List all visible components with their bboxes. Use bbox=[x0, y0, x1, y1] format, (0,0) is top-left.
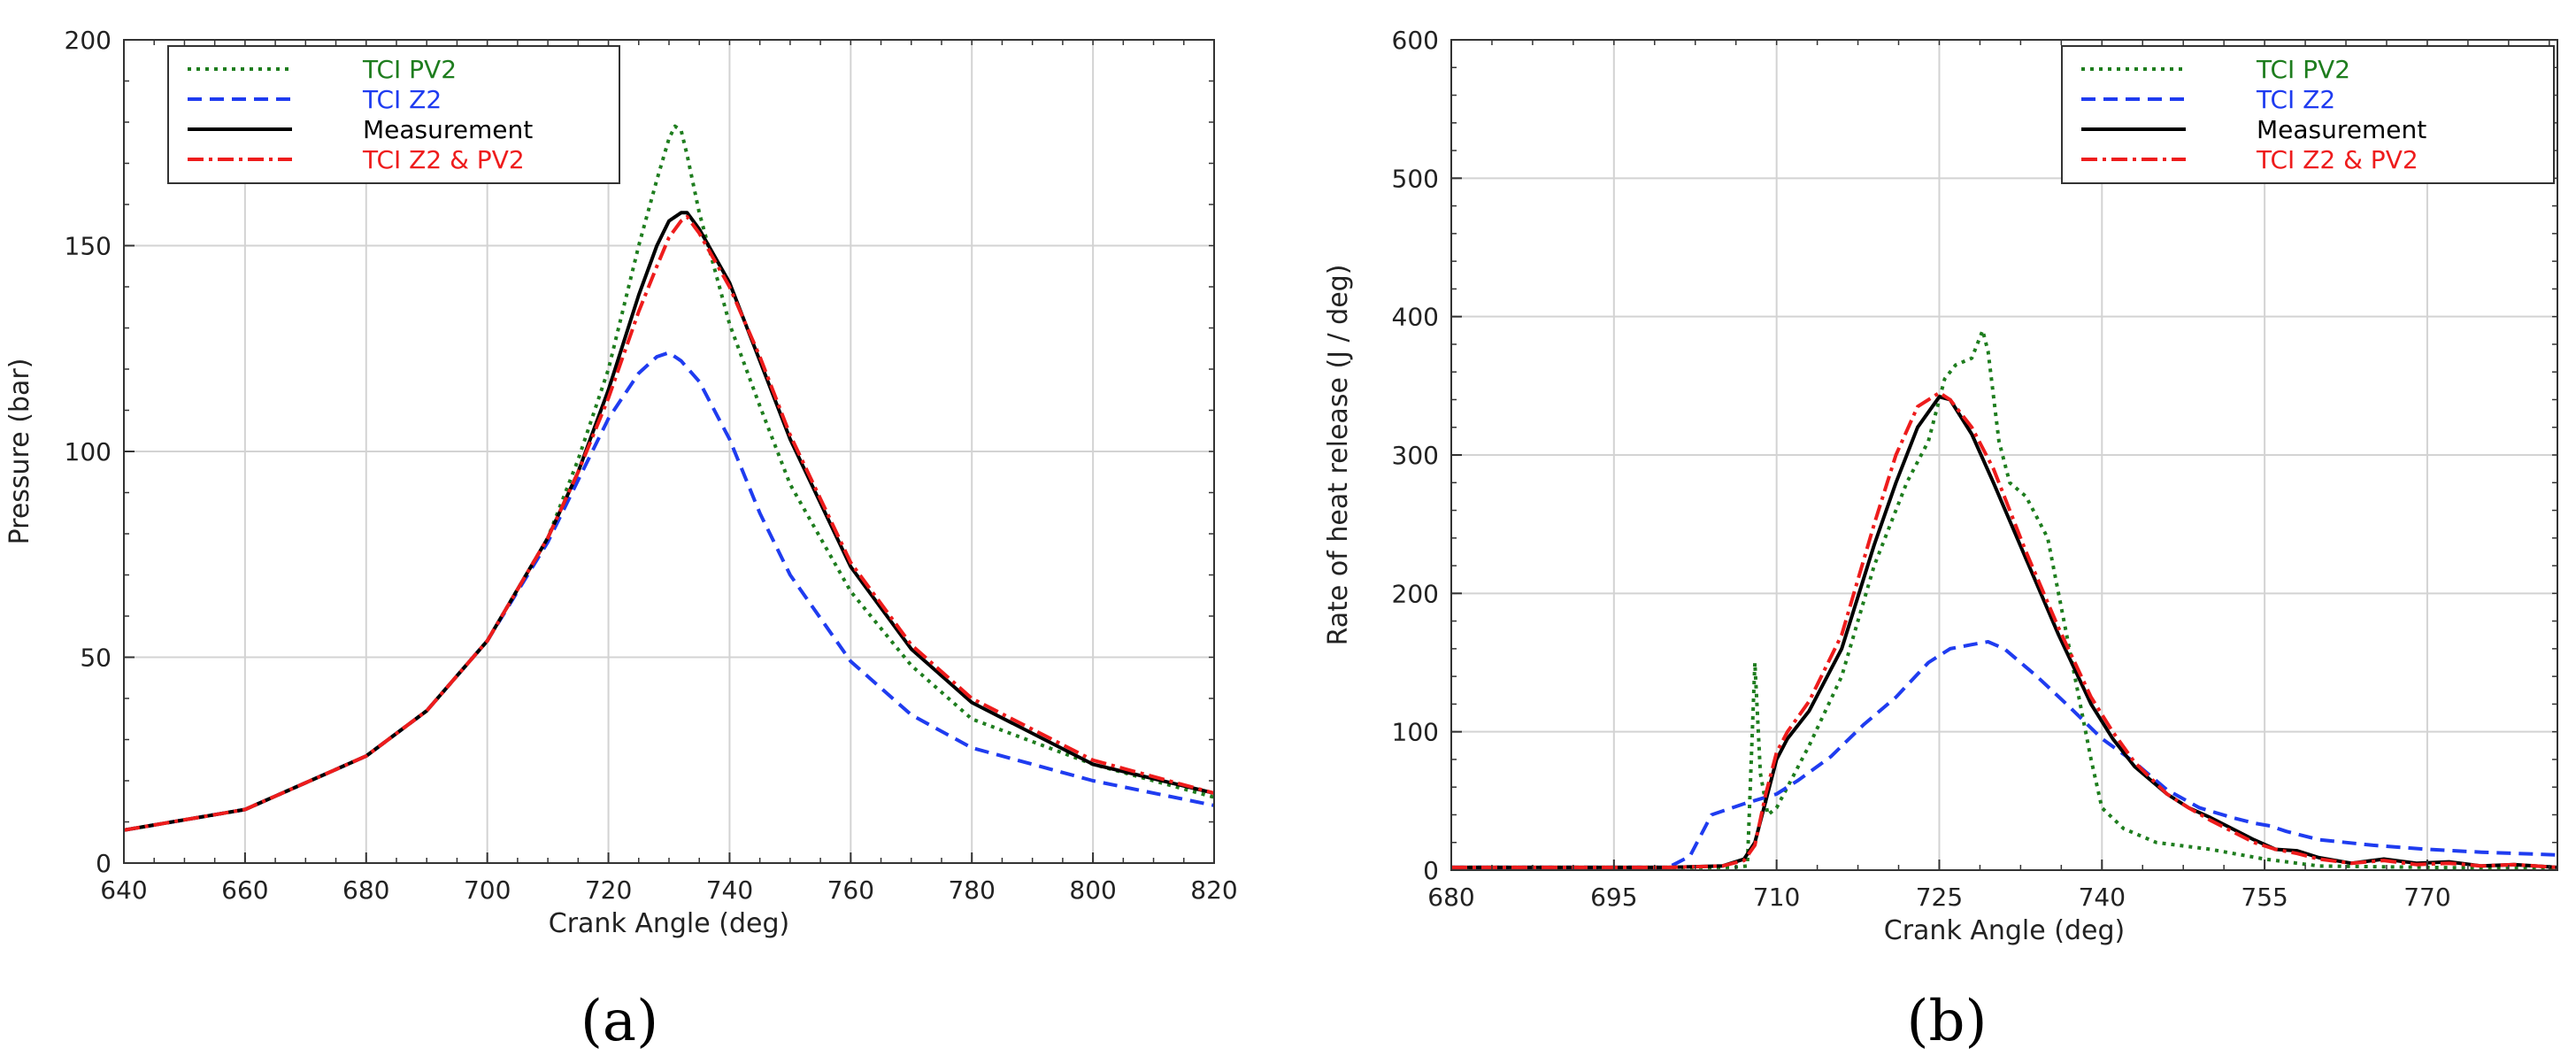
chart-b-panel-label: (b) bbox=[1907, 989, 1988, 1054]
chart-a-series-tci-pv2 bbox=[124, 124, 1214, 832]
chart-a-pressure: 640 660 680 700 720 740 760 780 800 820 0 50 100 150… bbox=[4, 26, 1238, 1054]
chart-a-x-axis-title: Crank Angle (deg) bbox=[549, 908, 789, 939]
chart-a-legend-label-measurement: Measurement bbox=[363, 115, 533, 144]
chart-a-series-tci-z2-pv2 bbox=[124, 214, 1214, 832]
chart-b-series bbox=[1451, 328, 2557, 870]
chart-a-x-tick-label: 740 bbox=[706, 875, 753, 905]
chart-a-y-tick-label: 50 bbox=[80, 644, 111, 673]
chart-a-x-tick-label: 780 bbox=[948, 875, 995, 905]
chart-b-y-axis-title: Rate of heat release (J / deg) bbox=[1323, 265, 1354, 646]
chart-a-y-tick-label: 200 bbox=[65, 26, 111, 55]
chart-a-x-tick-label: 720 bbox=[585, 875, 632, 905]
chart-b-y-tick-label: 500 bbox=[1392, 164, 1439, 193]
chart-a-legend-label-tci-z2-pv2: TCI Z2 & PV2 bbox=[362, 145, 525, 174]
chart-a-series-tci-z2 bbox=[124, 351, 1214, 832]
chart-b-x-tick-label: 710 bbox=[1753, 883, 1800, 912]
chart-b-y-tick-label: 300 bbox=[1392, 441, 1439, 470]
chart-a-y-axis-title: Pressure (bar) bbox=[4, 359, 35, 545]
chart-a-x-ticks: 640 660 680 700 720 740 760 780 800 820 bbox=[100, 40, 1238, 905]
chart-b-legend-label-tci-z2-pv2: TCI Z2 & PV2 bbox=[2256, 145, 2418, 174]
chart-a-y-tick-label: 150 bbox=[65, 232, 111, 261]
chart-a-y-tick-label: 100 bbox=[65, 437, 111, 466]
chart-a-legend-label-tci-pv2: TCI PV2 bbox=[362, 55, 457, 84]
chart-b-x-tick-label: 725 bbox=[1916, 883, 1963, 912]
chart-b-x-tick-label: 680 bbox=[1427, 883, 1474, 912]
chart-a-y-tick-label: 0 bbox=[96, 849, 111, 878]
chart-a-x-tick-label: 800 bbox=[1069, 875, 1116, 905]
chart-b-x-tick-label: 740 bbox=[2079, 883, 2126, 912]
chart-a-x-tick-label: 760 bbox=[827, 875, 874, 905]
chart-b-series-tci-pv2 bbox=[1451, 328, 2557, 870]
chart-a-x-tick-label: 680 bbox=[342, 875, 389, 905]
chart-b-series-tci-z2 bbox=[1451, 640, 2557, 869]
chart-a-panel-label: (a) bbox=[581, 989, 658, 1054]
chart-b-series-tci-z2-pv2 bbox=[1451, 390, 2557, 869]
chart-a-x-tick-label: 660 bbox=[221, 875, 268, 905]
chart-b-x-tick-label: 770 bbox=[2403, 883, 2450, 912]
chart-a-series-measurement bbox=[124, 211, 1214, 832]
chart-a-x-tick-label: 820 bbox=[1190, 875, 1237, 905]
chart-b-y-tick-label: 600 bbox=[1392, 26, 1439, 55]
chart-b-y-tick-label: 0 bbox=[1423, 856, 1439, 885]
chart-b-y-tick-label: 400 bbox=[1392, 303, 1439, 332]
chart-b-legend-label-tci-z2: TCI Z2 bbox=[2256, 85, 2335, 114]
chart-a-series bbox=[124, 124, 1214, 832]
chart-b-y-tick-label: 200 bbox=[1392, 579, 1439, 608]
chart-b-y-tick-label: 100 bbox=[1392, 718, 1439, 747]
chart-b-legend-label-measurement: Measurement bbox=[2257, 115, 2426, 144]
chart-b-x-tick-label: 755 bbox=[2241, 883, 2288, 912]
chart-b-x-tick-label: 695 bbox=[1590, 883, 1637, 912]
chart-a-x-tick-label: 640 bbox=[100, 875, 147, 905]
chart-b-x-axis-title: Crank Angle (deg) bbox=[1884, 915, 2125, 946]
chart-b-heat-release: 680 695 710 725 740 755 770 0 100 200 300 400 500 60… bbox=[1323, 26, 2558, 1054]
chart-b-legend-label-tci-pv2: TCI PV2 bbox=[2256, 55, 2350, 84]
chart-a-legend-label-tci-z2: TCI Z2 bbox=[362, 85, 442, 114]
chart-a-x-tick-label: 700 bbox=[464, 875, 511, 905]
chart-b-y-ticks: 0 100 200 300 400 500 600 bbox=[1392, 26, 2557, 885]
chart-b-x-ticks: 680 695 710 725 740 755 770 bbox=[1427, 40, 2550, 912]
chart-a-y-ticks: 0 50 100 150 200 bbox=[65, 26, 1214, 878]
